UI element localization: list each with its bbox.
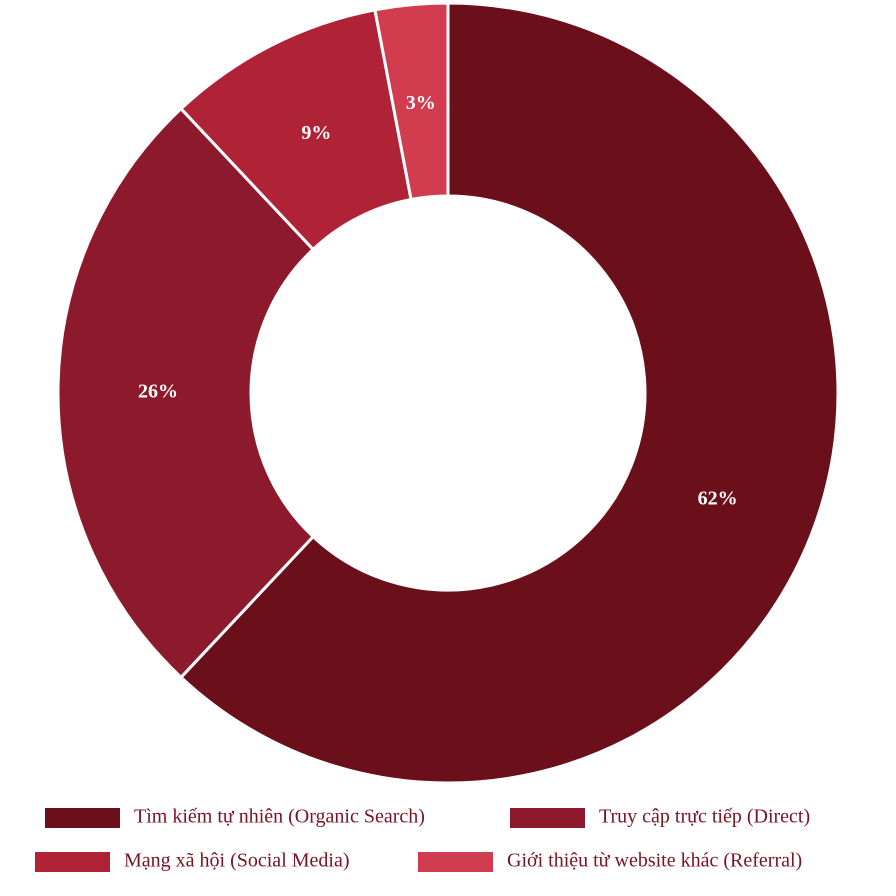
value-label: 3%	[406, 92, 436, 114]
legend-swatch	[510, 808, 585, 828]
donut-slice	[373, 1, 450, 202]
donut-slice	[178, 1, 840, 785]
value-label: 9%	[301, 122, 331, 144]
value-label: 26%	[138, 381, 178, 403]
legend-swatch	[35, 852, 110, 872]
donut-slice	[56, 106, 316, 680]
legend-label: Truy cập trực tiếp (Direct)	[599, 806, 810, 828]
legend-swatch	[418, 852, 493, 872]
legend-swatch	[45, 808, 120, 828]
value-label: 62%	[698, 487, 738, 509]
legend-label: Giới thiệu từ website khác (Referral)	[507, 850, 802, 872]
legend-label: Tìm kiếm tự nhiên (Organic Search)	[134, 806, 425, 828]
legend-label: Mạng xã hội (Social Media)	[124, 850, 350, 872]
